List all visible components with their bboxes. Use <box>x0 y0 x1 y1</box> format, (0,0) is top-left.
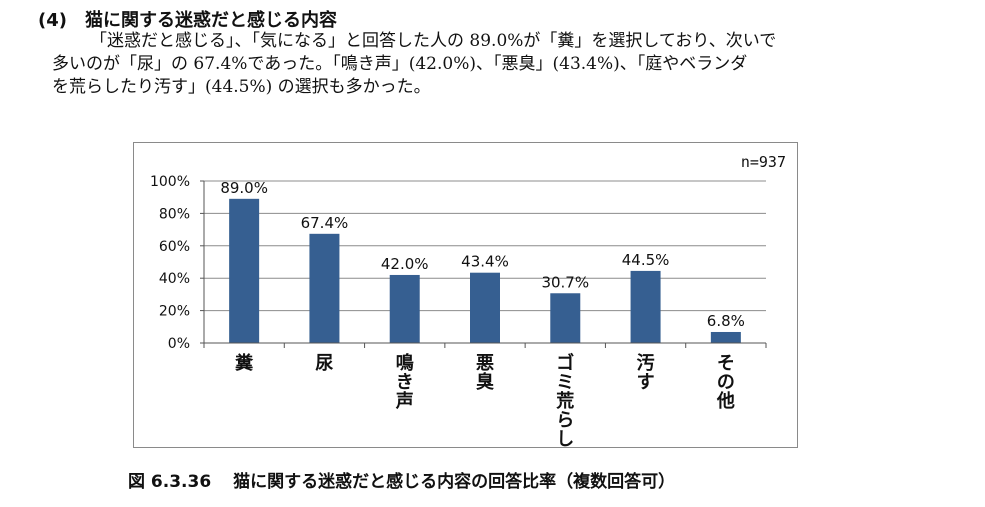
y-tick-label: 100% <box>150 174 190 190</box>
category-label: 尿 <box>315 353 333 374</box>
bar <box>470 272 500 343</box>
bar <box>389 274 420 343</box>
bar-chart: 0% 20% 40% 60% 80% 100% 89.0% 糞 67.4% 尿 42.0% 鳴き声 43… <box>150 153 786 447</box>
data-label: 43.4% <box>461 253 509 271</box>
paragraph-line: 「迷惑だと感じる」、「気になる」と回答した人の 89.0%が「糞」を選択しており… <box>90 31 777 51</box>
bar <box>309 233 340 343</box>
sample-size-note: n=937 <box>741 153 786 171</box>
figure-caption: 図 6.3.36 猫に関する迷惑だと感じる内容の回答比率（複数回答可） <box>128 467 675 492</box>
category-label: その他 <box>716 353 735 412</box>
section-title: 猫に関する迷惑だと感じる内容 <box>84 10 337 31</box>
data-label: 30.7% <box>541 273 589 291</box>
category-label: ゴミ荒らし <box>555 352 574 447</box>
section-heading: (4) 猫に関する迷惑だと感じる内容 <box>38 6 337 32</box>
data-label: 6.8% <box>707 312 745 330</box>
category-label: 糞 <box>234 353 254 374</box>
summary-paragraph: 「迷惑だと感じる」、「気になる」と回答した人の 89.0%が「糞」を選択しており… <box>52 30 952 99</box>
data-label: 44.5% <box>622 251 670 269</box>
y-tick-label: 40% <box>159 271 190 287</box>
bar <box>229 198 260 343</box>
bar <box>630 270 661 343</box>
data-label: 67.4% <box>301 214 349 232</box>
y-tick-label: 80% <box>159 206 190 222</box>
paragraph-line: を荒らしたり汚す」(44.5%) の選択も多かった。 <box>52 77 431 97</box>
category-label: 悪臭 <box>476 353 494 393</box>
data-label: 42.0% <box>381 255 429 273</box>
bar <box>550 293 581 343</box>
figure-number: 図 6.3.36 <box>128 472 212 492</box>
data-label: 89.0% <box>220 179 268 197</box>
figure-title: 猫に関する迷惑だと感じる内容の回答比率（複数回答可） <box>233 472 676 492</box>
category-label: 汚す <box>637 353 655 393</box>
section-number: (4) <box>38 10 67 31</box>
bar <box>710 331 741 343</box>
y-tick-label: 60% <box>159 239 190 255</box>
category-label: 鳴き声 <box>395 352 414 412</box>
paragraph-line: 多いのが「尿」の 67.4%であった。「鳴き声」(42.0%)、「悪臭」(43.… <box>52 54 748 74</box>
y-tick-label: 0% <box>168 336 190 352</box>
chart-frame: 0% 20% 40% 60% 80% 100% 89.0% 糞 67.4% 尿 42.0% 鳴き声 43… <box>133 142 798 448</box>
y-tick-label: 20% <box>159 304 190 320</box>
